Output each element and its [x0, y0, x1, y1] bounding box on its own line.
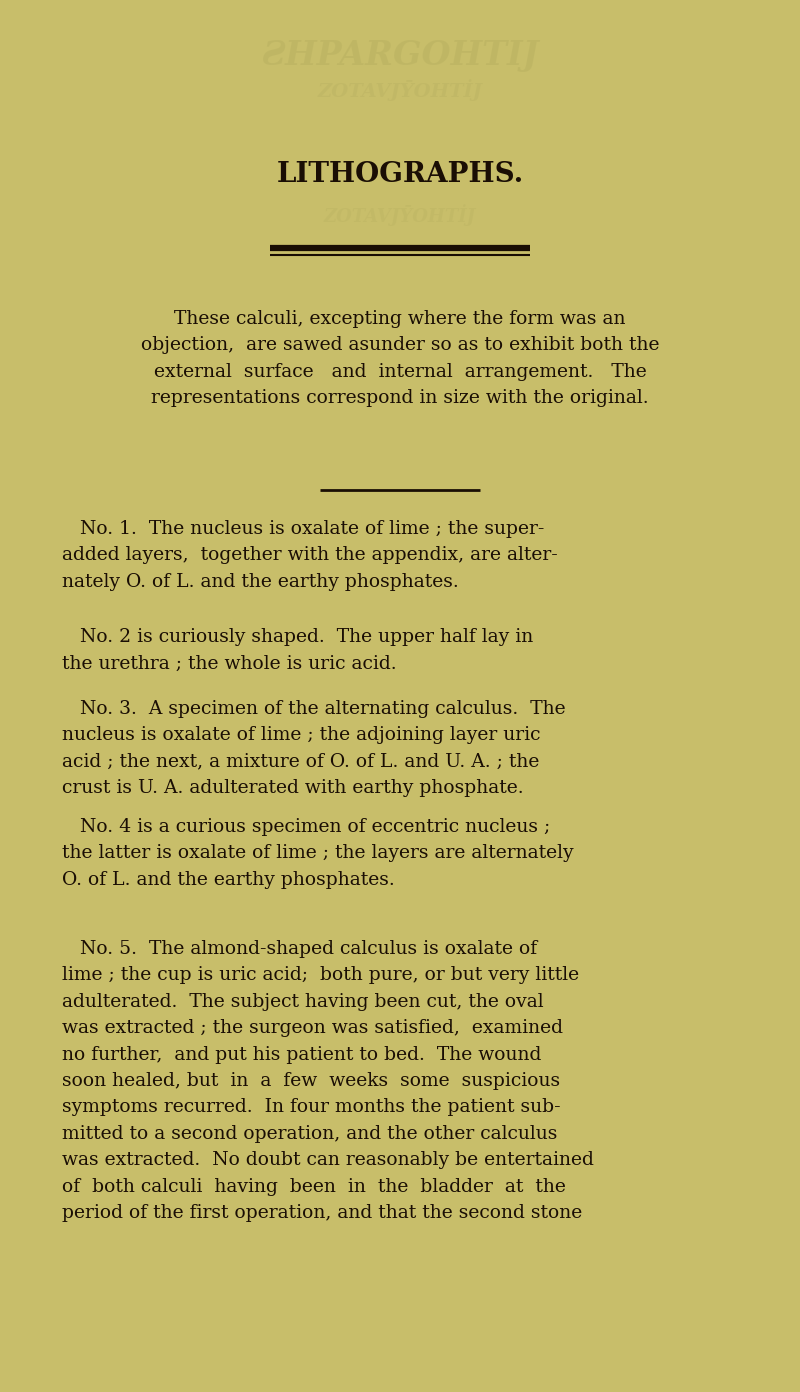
Text: ƧHPARGOHTIJ: ƧHPARGOHTIJ [262, 39, 538, 71]
Text: No. 3.  A specimen of the alternating calculus.  The
nucleus is oxalate of lime : No. 3. A specimen of the alternating cal… [62, 700, 566, 798]
Text: ZOTAVJȲOHTİJ: ZOTAVJȲOHTİJ [318, 79, 482, 102]
Text: ZOTAVJȲOHTİJ: ZOTAVJȲOHTİJ [324, 205, 476, 226]
Text: These calculi, excepting where the form was an
objection,  are sawed asunder so : These calculi, excepting where the form … [141, 310, 659, 408]
Text: No. 1.  The nucleus is oxalate of lime ; the super-
added layers,  together with: No. 1. The nucleus is oxalate of lime ; … [62, 521, 558, 590]
Text: No. 5.  The almond-shaped calculus is oxalate of
lime ; the cup is uric acid;  b: No. 5. The almond-shaped calculus is oxa… [62, 940, 594, 1222]
Text: No. 2 is curiously shaped.  The upper half lay in
the urethra ; the whole is uri: No. 2 is curiously shaped. The upper hal… [62, 628, 534, 672]
Text: No. 4 is a curious specimen of eccentric nucleus ;
the latter is oxalate of lime: No. 4 is a curious specimen of eccentric… [62, 818, 574, 889]
Text: LITHOGRAPHS.: LITHOGRAPHS. [276, 161, 524, 188]
